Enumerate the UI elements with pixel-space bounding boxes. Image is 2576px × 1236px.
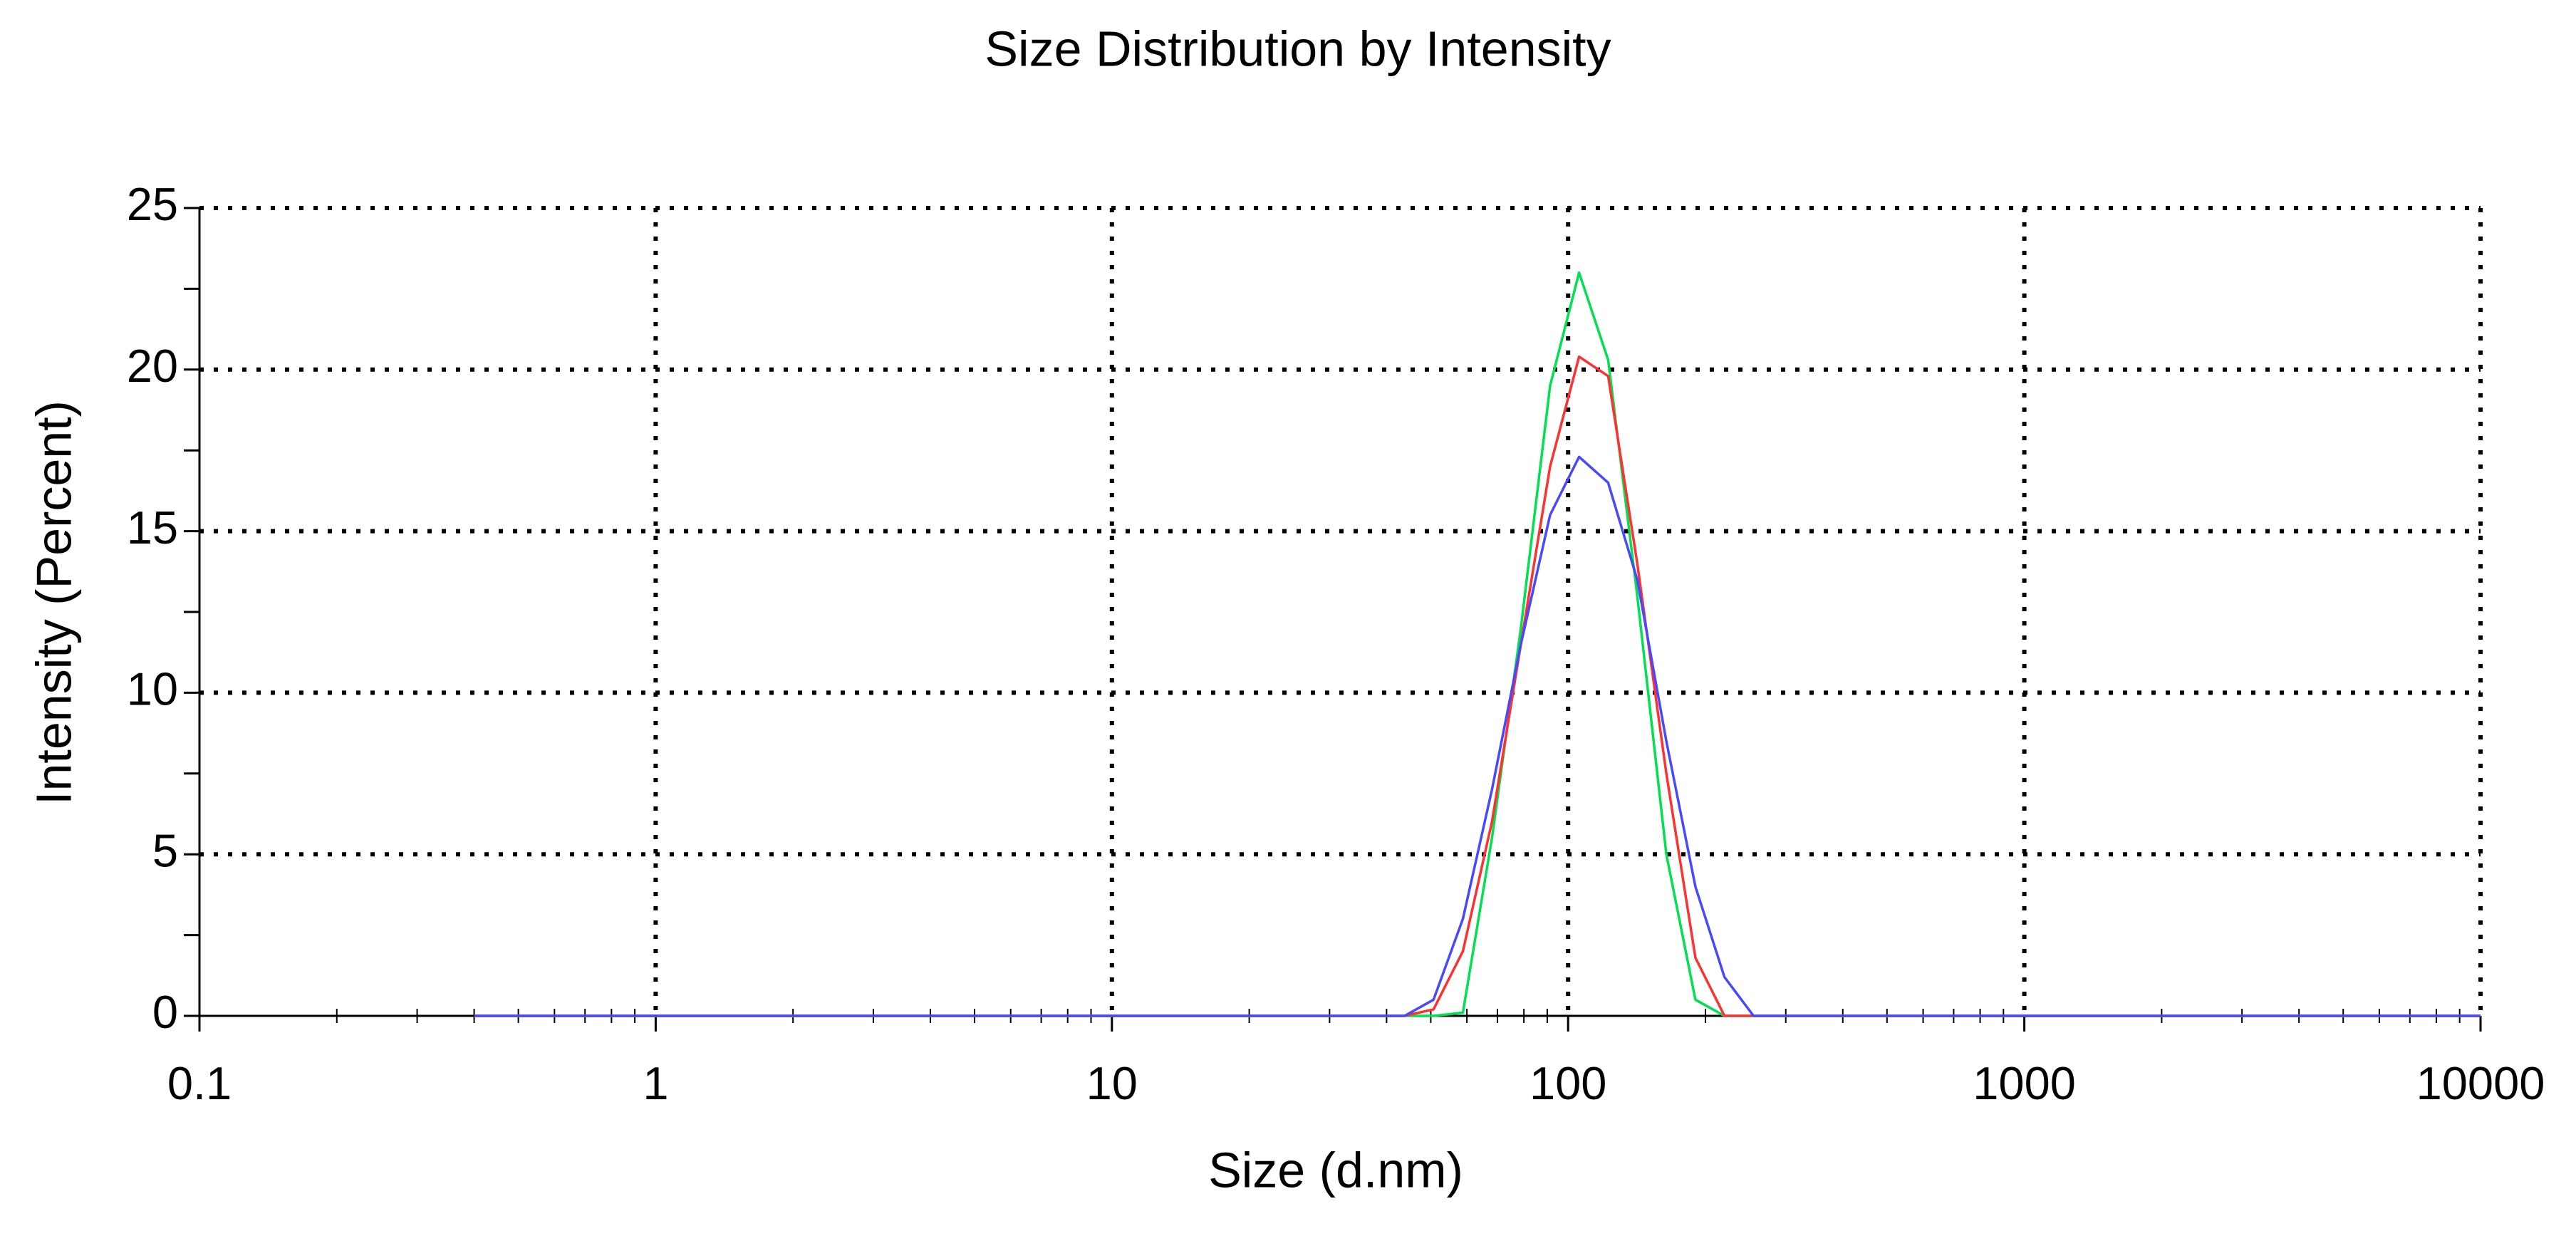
y-tick-label: 5 (152, 824, 178, 876)
x-tick-label: 10000 (2416, 1057, 2545, 1109)
y-axis-label: Intensity (Percent) (26, 400, 81, 805)
x-tick-label: 0.1 (167, 1057, 232, 1109)
y-tick-label: 10 (127, 663, 178, 715)
y-tick-label: 20 (127, 340, 178, 392)
x-tick-label: 10 (1086, 1057, 1138, 1109)
x-tick-label: 1000 (1973, 1057, 2076, 1109)
y-tick-label: 15 (127, 502, 178, 554)
series-line (474, 355, 2481, 1017)
x-axis-label: Size (d.nm) (1208, 1142, 1463, 1198)
series-line (474, 271, 2481, 1017)
series-line (474, 455, 2481, 1017)
chart-title: Size Distribution by Intensity (985, 21, 1611, 76)
x-tick-label: 1 (643, 1057, 668, 1109)
x-tick-label: 100 (1530, 1057, 1606, 1109)
y-tick-label: 0 (152, 986, 178, 1038)
y-tick-label: 25 (127, 178, 178, 230)
